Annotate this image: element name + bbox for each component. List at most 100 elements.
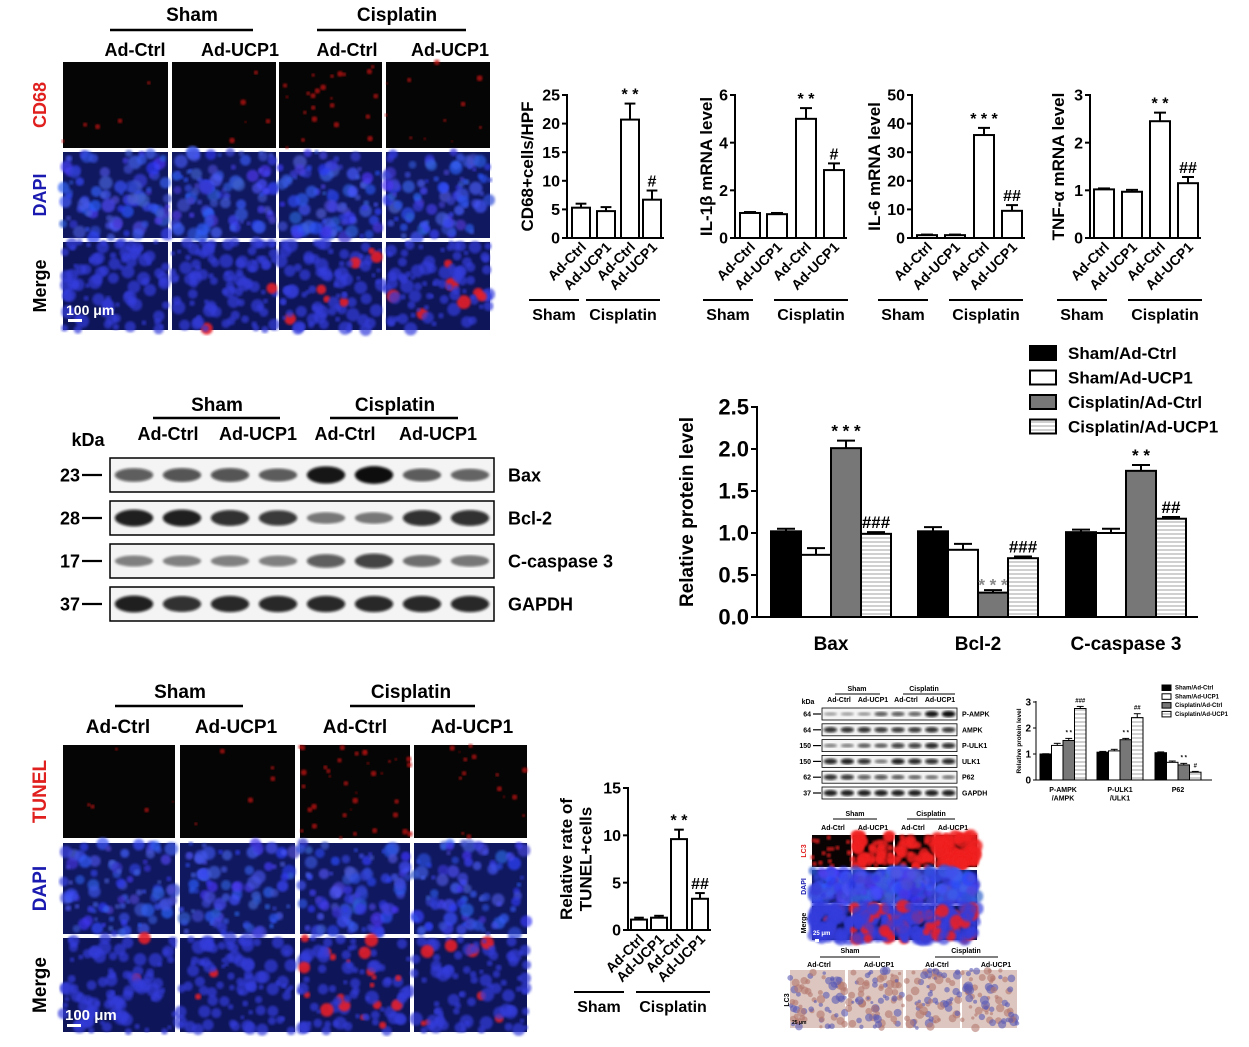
cell-signal bbox=[321, 269, 328, 276]
x-tick-label: P-ULK1 bbox=[1107, 787, 1132, 794]
cell-signal bbox=[284, 949, 290, 955]
cell-signal bbox=[891, 911, 904, 925]
y-tick-label: 5 bbox=[612, 875, 621, 892]
condition-label: Ad-UCP1 bbox=[411, 40, 489, 60]
protein-band bbox=[891, 727, 905, 733]
cell-signal bbox=[478, 304, 484, 310]
cell-signal bbox=[320, 84, 327, 91]
cell-signal bbox=[850, 880, 857, 887]
cell-signal bbox=[409, 968, 419, 978]
cell-signal bbox=[461, 771, 467, 776]
cell-signal bbox=[350, 151, 361, 162]
cell-signal bbox=[163, 949, 170, 955]
cell-signal bbox=[364, 229, 374, 239]
cell-signal bbox=[78, 855, 92, 868]
cell-signal bbox=[481, 938, 487, 944]
cell-signal bbox=[872, 981, 878, 988]
cell-signal bbox=[268, 318, 281, 331]
cell-signal bbox=[488, 945, 495, 952]
bar bbox=[1149, 120, 1171, 239]
protein-band bbox=[114, 595, 154, 613]
cell-signal bbox=[223, 931, 237, 946]
cell-signal bbox=[342, 813, 347, 818]
y-tick-label: 0 bbox=[551, 231, 560, 248]
cell-signal bbox=[433, 176, 439, 182]
cell-signal bbox=[167, 956, 175, 964]
cell-signal bbox=[877, 997, 885, 1004]
blot-row bbox=[109, 500, 495, 536]
cell-signal bbox=[129, 248, 141, 260]
cell-signal bbox=[279, 861, 286, 867]
cell-signal bbox=[279, 201, 286, 207]
cell-signal bbox=[478, 916, 487, 924]
cell-signal bbox=[818, 860, 823, 866]
cell-signal bbox=[335, 293, 341, 299]
cell-signal bbox=[247, 246, 257, 256]
cell-signal bbox=[904, 902, 913, 911]
cell-signal bbox=[105, 989, 115, 999]
cell-signal bbox=[797, 1007, 806, 1017]
cell-signal bbox=[900, 877, 913, 890]
cell-signal bbox=[367, 135, 373, 142]
kda-marker-label: 64 bbox=[803, 727, 811, 734]
cell-signal bbox=[959, 836, 965, 842]
cell-signal bbox=[97, 940, 112, 955]
cell-signal bbox=[410, 275, 416, 280]
bar bbox=[830, 447, 862, 618]
condition-label: Ad-UCP1 bbox=[858, 697, 888, 704]
cell-signal bbox=[827, 859, 833, 864]
cell-signal bbox=[438, 312, 444, 319]
cell-signal bbox=[319, 900, 330, 911]
protein-band bbox=[162, 596, 202, 612]
cell-signal bbox=[882, 982, 888, 988]
cell-signal bbox=[63, 290, 69, 295]
cell-signal bbox=[166, 876, 172, 882]
cell-signal bbox=[92, 293, 105, 306]
cell-signal bbox=[87, 231, 101, 245]
cell-signal bbox=[458, 750, 461, 753]
kda-marker-label: 37 bbox=[60, 594, 80, 614]
cell-signal bbox=[394, 757, 398, 761]
condition-label: Ad-Ctrl bbox=[317, 40, 378, 60]
cell-signal bbox=[419, 220, 428, 229]
cell-signal bbox=[119, 912, 130, 924]
protein-band bbox=[354, 512, 394, 524]
cell-signal bbox=[229, 224, 237, 231]
cell-signal bbox=[312, 239, 320, 247]
cell-signal bbox=[819, 869, 829, 879]
cell-signal bbox=[354, 903, 367, 915]
cell-signal bbox=[346, 297, 357, 308]
cell-signal bbox=[229, 237, 240, 247]
cell-signal bbox=[220, 866, 228, 873]
cell-signal bbox=[369, 949, 378, 957]
cell-signal bbox=[114, 239, 124, 250]
cell-signal bbox=[179, 261, 193, 275]
blot-row bbox=[821, 770, 958, 784]
cell-signal bbox=[366, 761, 370, 765]
cell-signal bbox=[79, 842, 89, 852]
protein-band bbox=[210, 555, 250, 567]
cell-signal bbox=[500, 979, 507, 986]
cell-signal bbox=[407, 301, 416, 310]
cell-signal bbox=[332, 1020, 340, 1028]
legend-label: Cisplatin/Ad-UCP1 bbox=[1068, 418, 1218, 437]
cell-signal bbox=[316, 1009, 321, 1014]
significance-marker: ## bbox=[1134, 706, 1141, 712]
cell-signal bbox=[388, 291, 402, 304]
cell-signal bbox=[901, 1003, 905, 1008]
significance-marker: * * bbox=[1066, 730, 1073, 736]
cell-signal bbox=[326, 924, 339, 938]
protein-band bbox=[924, 790, 939, 796]
cell-signal bbox=[307, 807, 313, 813]
cell-signal bbox=[333, 996, 343, 1006]
cell-signal bbox=[473, 154, 487, 168]
cell-signal bbox=[431, 875, 436, 880]
cell-signal bbox=[223, 182, 233, 192]
kda-label: kDa bbox=[71, 430, 105, 450]
row-label: DAPI bbox=[30, 173, 50, 216]
cell-signal bbox=[921, 852, 932, 863]
cell-signal bbox=[296, 844, 306, 854]
cell-signal bbox=[461, 831, 465, 835]
cell-signal bbox=[1007, 986, 1014, 993]
cell-signal bbox=[364, 933, 379, 947]
